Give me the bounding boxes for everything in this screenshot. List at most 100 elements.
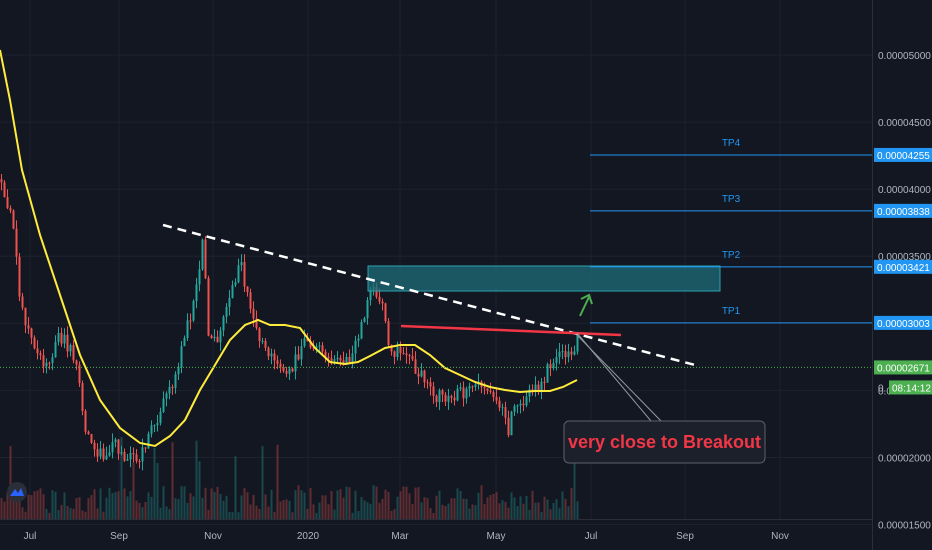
volume-bar [141, 507, 144, 519]
volume-bar [114, 491, 117, 519]
volume-bar [402, 486, 405, 519]
price-tick-label: 0.00002000 [878, 453, 931, 464]
volume-bar [342, 497, 345, 519]
volume-bar [225, 495, 228, 519]
countdown-text: 08:14:12 [892, 383, 931, 394]
volume-bar [18, 495, 21, 519]
volume-bar [384, 489, 387, 519]
time-tick-label: Jul [585, 531, 598, 542]
volume-bar [261, 446, 264, 519]
candle-body [525, 396, 528, 406]
candle-body [237, 265, 240, 283]
candle-body [516, 405, 519, 407]
candle-body [207, 278, 210, 336]
candle-body [420, 370, 423, 377]
candle-body [402, 353, 405, 355]
candle-body [123, 451, 126, 461]
candle-body [105, 455, 108, 460]
volume-bar [567, 506, 570, 519]
candle-body [396, 347, 399, 357]
candle-body [93, 442, 96, 450]
volume-bar [132, 462, 135, 519]
volume-bar [78, 497, 81, 519]
candle-body [378, 296, 381, 302]
candle-body [336, 357, 339, 360]
volume-bar [222, 500, 225, 519]
candle-body [528, 389, 531, 397]
candle-body [348, 357, 351, 364]
volume-bar [57, 510, 60, 519]
price-axis[interactable]: 0.00005000 0.00004500 0.00004000 0.00003500… [878, 51, 931, 532]
volume-bar [192, 496, 195, 519]
candle-body [159, 411, 162, 424]
descending-trendline[interactable] [162, 223, 696, 367]
volume-bar [381, 498, 384, 519]
volume-bar [252, 494, 255, 519]
volume-bar [429, 508, 432, 519]
volume-bar [300, 490, 303, 519]
candle-body [309, 341, 312, 348]
annotation-callout[interactable] [563, 420, 766, 464]
candle-body [513, 406, 516, 412]
candle-body [183, 337, 186, 347]
resistance-line[interactable] [400, 324, 622, 337]
candle-body [204, 239, 207, 279]
candle-body [288, 368, 291, 374]
volume-bar [312, 504, 315, 519]
volume-bar [267, 506, 270, 519]
candle-body [324, 351, 327, 357]
volume-bar [12, 499, 15, 519]
callout-connector [576, 332, 662, 422]
candle-body [114, 439, 117, 443]
candle-body [192, 301, 195, 321]
candle-body [339, 357, 342, 361]
candle-body [75, 360, 78, 365]
candle-body [507, 417, 510, 436]
volume-bar [447, 503, 450, 519]
candle-body [414, 359, 417, 374]
volume-bar [288, 500, 291, 519]
candle-body [84, 410, 87, 432]
volume-bar [495, 491, 498, 519]
volume-bar [93, 489, 96, 519]
candlesticks [0, 173, 579, 471]
candle-body [36, 348, 39, 354]
candle-body [30, 328, 33, 338]
candle-body [354, 340, 357, 354]
volume-bar [249, 504, 252, 519]
volume-bars [0, 436, 579, 519]
candle-body [468, 386, 471, 389]
volume-bar [72, 508, 75, 519]
volume-bar [420, 502, 423, 519]
candle-body [435, 395, 438, 403]
volume-bar [552, 502, 555, 519]
candle-body [243, 262, 246, 287]
volume-bar [360, 497, 363, 519]
candle-body [306, 338, 309, 342]
candle-body [351, 353, 354, 364]
candle-body [564, 351, 567, 358]
volume-bar [36, 490, 39, 519]
volume-bar [324, 495, 327, 519]
tradingview-logo-icon[interactable] [7, 482, 27, 502]
volume-bar [213, 491, 216, 519]
volume-bar [69, 508, 72, 519]
candle-body [60, 332, 63, 344]
price-prefix-text: 0. [878, 383, 886, 394]
volume-bar [498, 503, 501, 519]
candle-body [51, 357, 54, 364]
volume-bar [354, 490, 357, 519]
volume-bar [111, 493, 114, 519]
time-tick-label: Nov [204, 531, 222, 542]
volume-bar [33, 491, 36, 519]
candle-body [465, 388, 468, 399]
time-axis[interactable]: Jul Sep Nov 2020 Mar May Jul Sep Nov [24, 531, 789, 542]
volume-bar [75, 497, 78, 519]
candle-body [333, 359, 336, 361]
time-tick-label: Sep [676, 531, 694, 542]
supply-zone[interactable] [367, 265, 721, 292]
moving-average-line[interactable] [0, 49, 578, 448]
volume-bar [198, 461, 201, 519]
candle-body [399, 347, 402, 354]
